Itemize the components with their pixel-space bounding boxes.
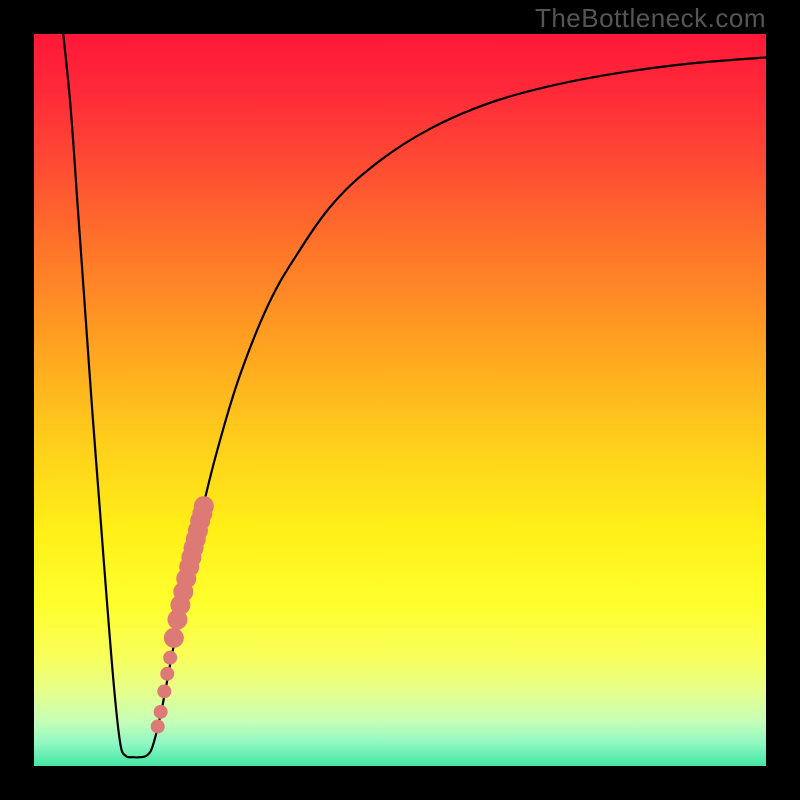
bottleneck-curve <box>63 34 766 757</box>
data-markers <box>151 496 214 733</box>
data-marker <box>167 610 187 630</box>
frame-bottom <box>0 766 800 800</box>
frame-right <box>766 0 800 800</box>
data-marker <box>157 684 171 698</box>
plot-area <box>34 34 766 766</box>
frame-left <box>0 0 34 800</box>
data-marker <box>151 719 165 733</box>
data-marker <box>163 651 177 665</box>
bottleneck-chart: TheBottleneck.com <box>0 0 800 800</box>
watermark-text: TheBottleneck.com <box>535 3 766 34</box>
chart-overlay <box>34 34 766 766</box>
data-marker <box>160 667 174 681</box>
data-marker <box>154 705 168 719</box>
data-marker <box>164 628 184 648</box>
